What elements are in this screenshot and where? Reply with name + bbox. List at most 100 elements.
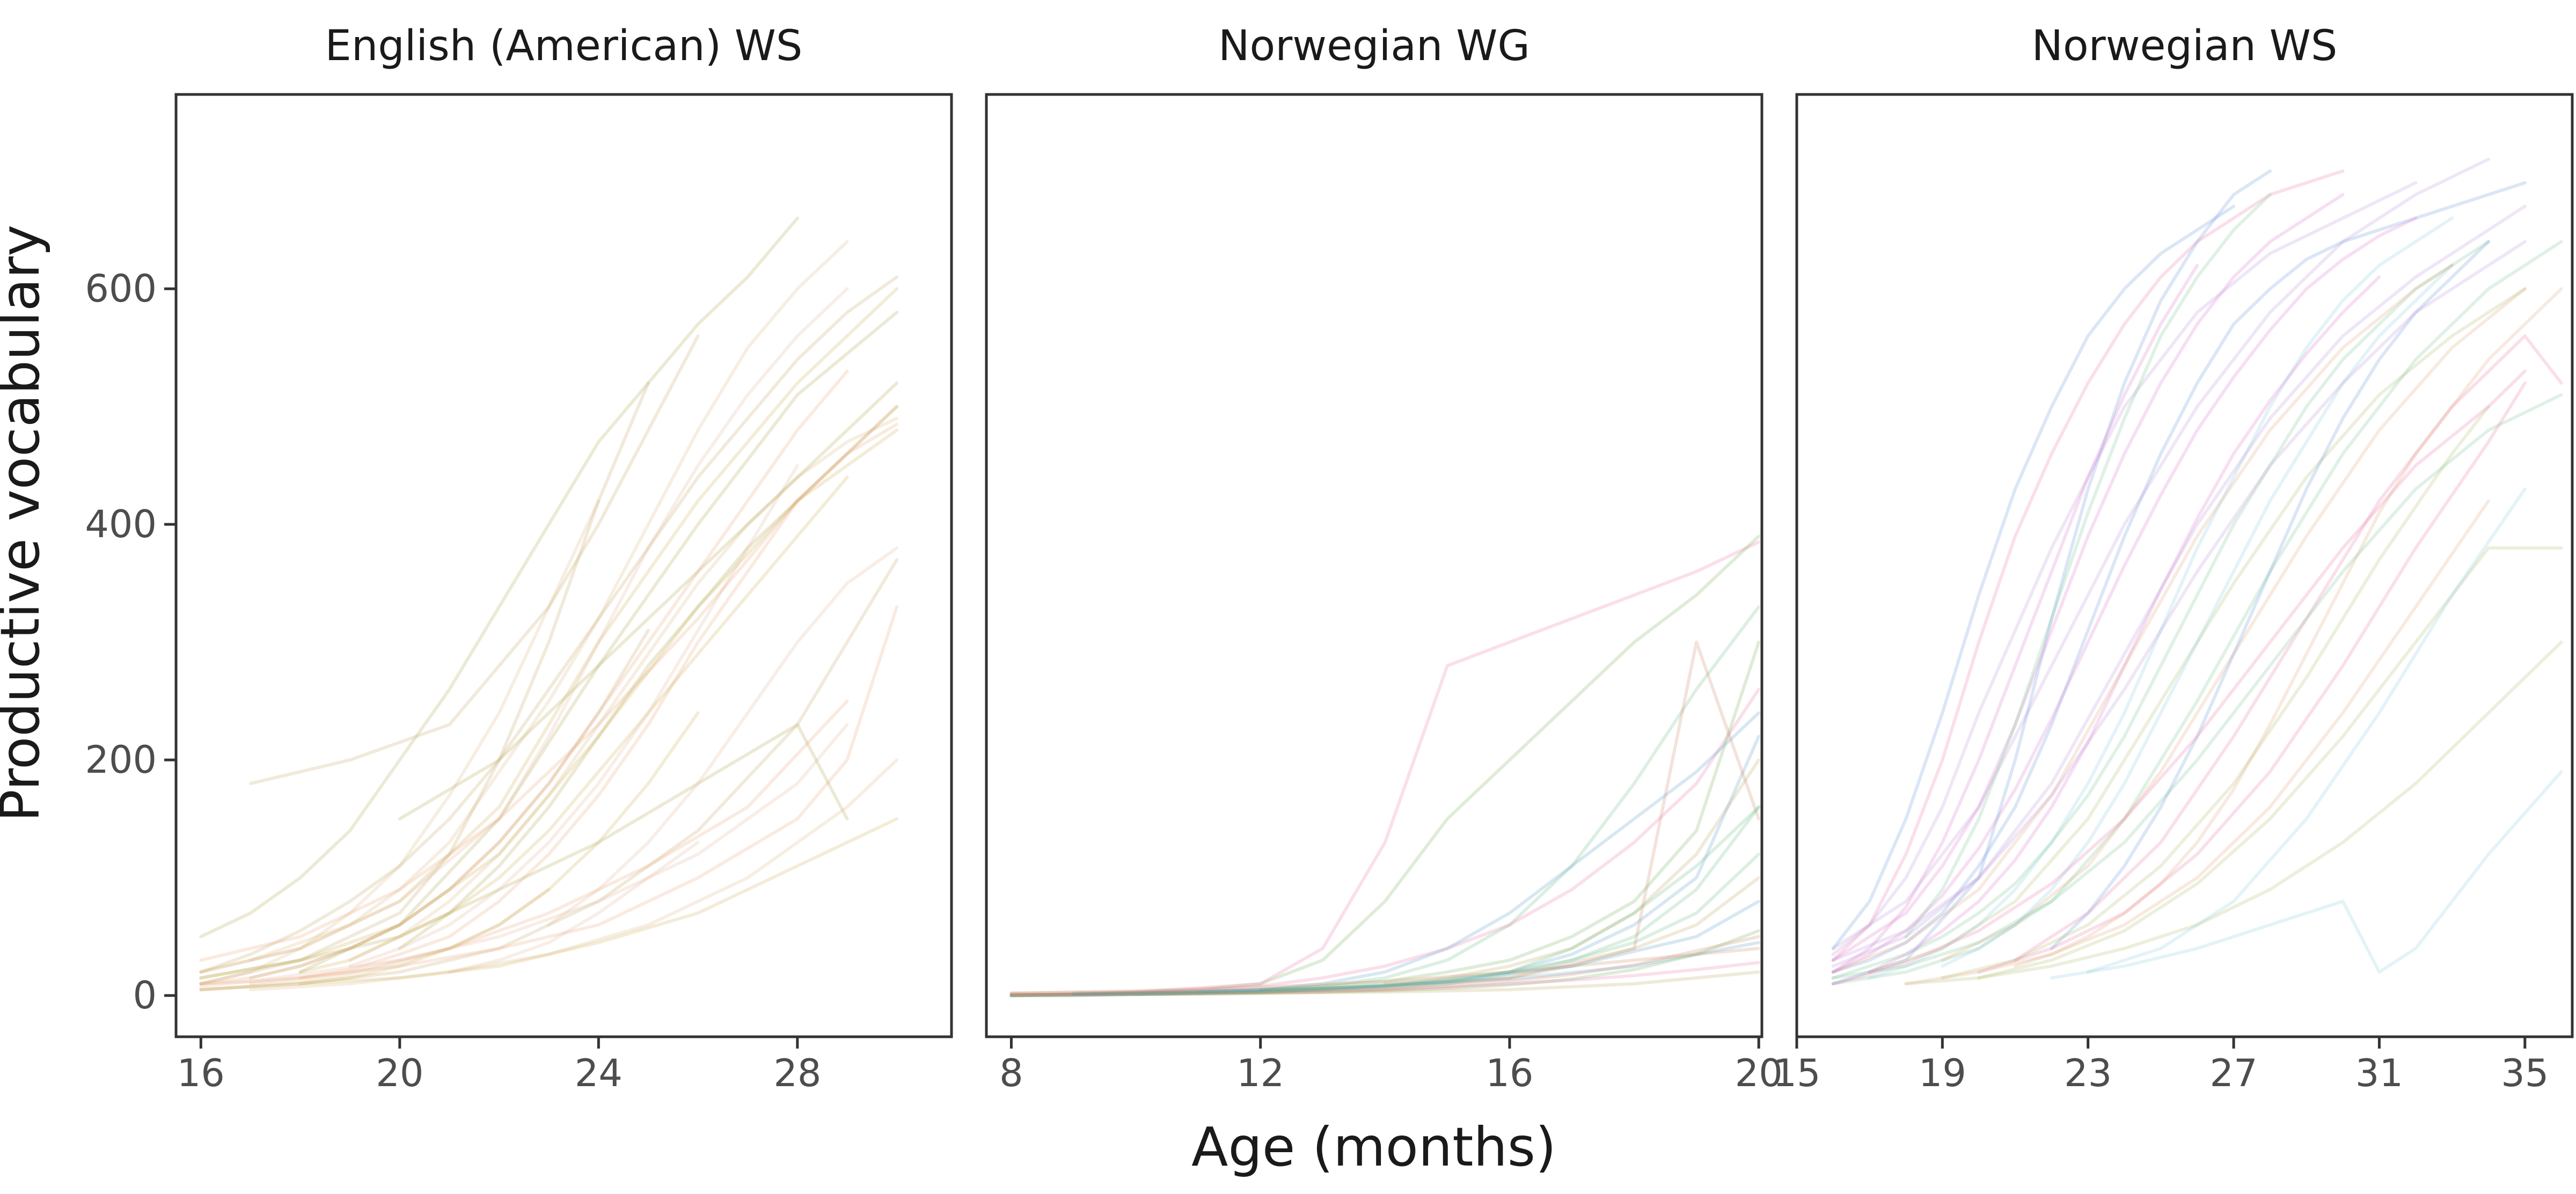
series-line bbox=[2050, 770, 2563, 980]
series-line bbox=[199, 216, 799, 939]
series-line bbox=[1009, 805, 1761, 998]
series-line bbox=[248, 334, 700, 786]
series-line bbox=[199, 422, 899, 986]
panel-title: English (American) WS bbox=[325, 22, 803, 70]
series-line bbox=[1258, 640, 1761, 992]
x-axis-title: Age (months) bbox=[1191, 1116, 1556, 1178]
series-line bbox=[1009, 540, 1761, 998]
series-line bbox=[1009, 970, 1761, 996]
series-line bbox=[1831, 263, 2454, 974]
series-line bbox=[1831, 181, 2418, 956]
series-line bbox=[348, 416, 899, 962]
x-tick-label: 16 bbox=[1485, 1051, 1533, 1095]
series-line bbox=[1009, 941, 1761, 998]
series-line bbox=[1941, 287, 2527, 962]
series-line bbox=[1134, 805, 1761, 996]
series-line bbox=[1831, 204, 2236, 950]
series-line bbox=[1831, 240, 2490, 980]
x-tick-label: 27 bbox=[2210, 1051, 2258, 1095]
panel-border bbox=[1795, 93, 2574, 1038]
series-line bbox=[398, 405, 899, 950]
series-line bbox=[448, 840, 700, 974]
series-line bbox=[1383, 758, 1761, 986]
series-line bbox=[1941, 263, 2454, 968]
series-line bbox=[1831, 216, 2418, 974]
series-line bbox=[1941, 405, 2490, 980]
series-line bbox=[199, 817, 899, 992]
series-group bbox=[1831, 157, 2563, 986]
series-line bbox=[298, 311, 899, 974]
series-line bbox=[199, 275, 899, 974]
series-line bbox=[1977, 381, 2527, 974]
series-line bbox=[1009, 935, 1761, 998]
series-line bbox=[398, 381, 899, 821]
series-line bbox=[1977, 546, 2563, 980]
series-line bbox=[1831, 181, 2527, 974]
panel-3: Norwegian WS 15 19 23 27 31 35 bbox=[1773, 22, 2574, 1095]
series-line bbox=[2014, 334, 2563, 962]
x-tick-label: 23 bbox=[2064, 1051, 2112, 1095]
y-tick-label: 0 bbox=[133, 973, 157, 1017]
series-line bbox=[1196, 711, 1761, 994]
series-line bbox=[298, 605, 899, 980]
series-line bbox=[248, 699, 849, 986]
series-line bbox=[199, 287, 849, 974]
x-tick-label: 15 bbox=[1773, 1051, 1820, 1095]
series-line bbox=[1009, 929, 1761, 998]
series-line bbox=[199, 558, 899, 992]
series-line bbox=[1831, 393, 2563, 980]
series-line bbox=[199, 723, 849, 980]
series-line bbox=[1831, 204, 2527, 968]
series-line bbox=[1831, 240, 2527, 962]
y-tick-label: 600 bbox=[85, 267, 157, 311]
series-line bbox=[199, 499, 601, 986]
series-line bbox=[1009, 735, 1761, 998]
series-line bbox=[1009, 605, 1761, 996]
series-line bbox=[1868, 275, 2381, 974]
series-line bbox=[1868, 287, 2527, 974]
series-line bbox=[1831, 193, 2345, 962]
series-line bbox=[1831, 369, 2527, 986]
series-line bbox=[1904, 193, 2272, 939]
series-line bbox=[2086, 487, 2527, 974]
panels: English (American) WS 16 20 24 28 0 200 400 600 N… bbox=[85, 22, 2574, 1095]
y-tick-label: 200 bbox=[85, 738, 157, 782]
y-axis-title: Productive vocabulary bbox=[0, 225, 52, 822]
series-line bbox=[1072, 899, 1761, 996]
y-tick-label: 400 bbox=[85, 502, 157, 546]
x-tick-label: 8 bbox=[999, 1051, 1023, 1095]
series-line bbox=[1134, 687, 1761, 995]
series-group bbox=[1009, 534, 1761, 998]
x-tick-label: 20 bbox=[376, 1051, 423, 1095]
panel-border bbox=[174, 93, 953, 1038]
x-tick-label: 35 bbox=[2501, 1051, 2549, 1095]
series-group bbox=[199, 216, 899, 992]
series-line bbox=[298, 475, 849, 974]
series-line bbox=[1831, 263, 2199, 974]
series-line bbox=[2014, 287, 2563, 968]
series-line bbox=[1831, 157, 2490, 950]
series-line bbox=[1831, 169, 2272, 986]
x-tick-label: 24 bbox=[575, 1051, 623, 1095]
panel-2: Norwegian WG 8 12 16 20 bbox=[985, 22, 1783, 1095]
series-line bbox=[199, 888, 551, 992]
panel-title: Norwegian WS bbox=[2032, 22, 2338, 70]
x-tick-label: 19 bbox=[1919, 1051, 1966, 1095]
series-line bbox=[298, 711, 700, 986]
x-tick-label: 20 bbox=[1735, 1051, 1783, 1095]
series-line bbox=[199, 287, 899, 974]
series-line bbox=[1831, 240, 2563, 986]
series-line bbox=[199, 369, 849, 986]
series-line bbox=[2050, 240, 2490, 950]
series-line bbox=[199, 723, 849, 988]
series-line bbox=[1904, 499, 2490, 986]
series-line bbox=[1072, 852, 1761, 996]
x-tick-label: 31 bbox=[2355, 1051, 2403, 1095]
series-line bbox=[248, 758, 899, 992]
series-line bbox=[1009, 876, 1761, 998]
series-line bbox=[1831, 169, 2345, 962]
series-line bbox=[248, 628, 650, 980]
series-line bbox=[1009, 961, 1761, 996]
